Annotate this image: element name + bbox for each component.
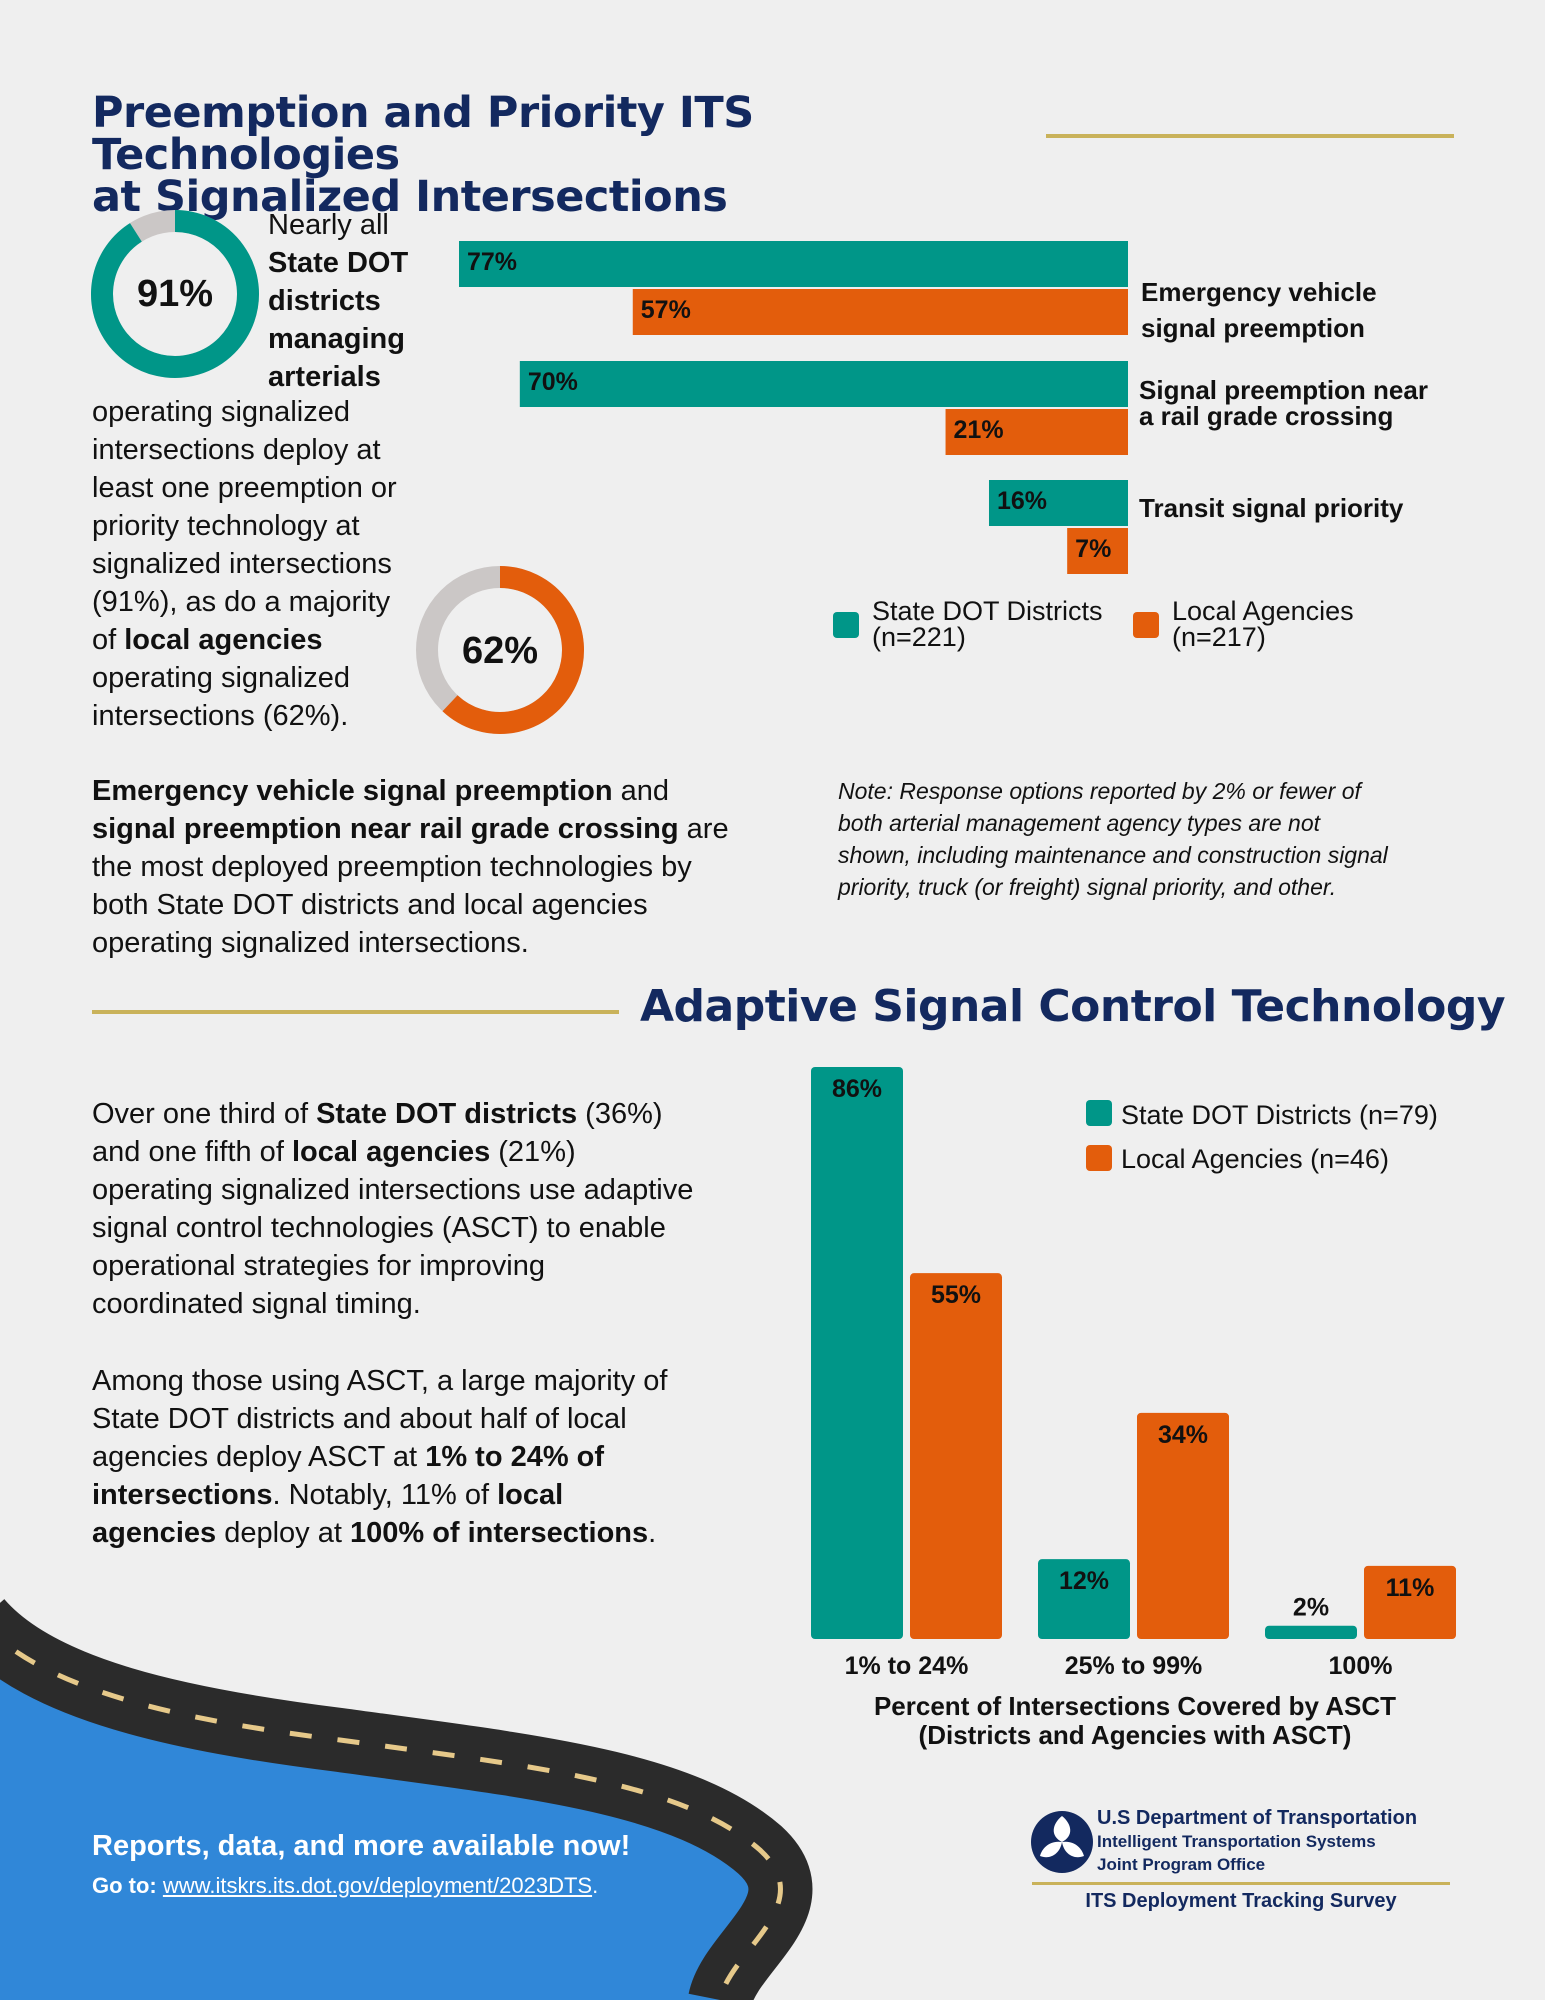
donut-state-label: 91% <box>137 273 213 315</box>
asct-xlabel: Percent of Intersections Covered by ASCT… <box>873 1691 1397 1750</box>
intro-paragraph: operating signalized intersections deplo… <box>92 396 397 732</box>
vbar-category-1: 25% to 99% <box>1065 1652 1203 1680</box>
its-jpo-line1: Intelligent Transportation Systems <box>1097 1832 1376 1851</box>
donut-state-dot: 91% <box>91 210 259 378</box>
footer-title: Reports, data, and more available now! <box>92 1830 631 1862</box>
vbar-label-2-1: 11% <box>1386 1574 1435 1602</box>
section2-rule <box>92 1010 619 1014</box>
vbar-1-1 <box>1137 1412 1229 1639</box>
donut-local-label: 62% <box>462 630 538 672</box>
legend-swatch-local <box>1133 612 1159 638</box>
hbar-2-1 <box>1067 528 1128 574</box>
hbar-label-1-0: 70% <box>528 368 578 396</box>
hbar-label-0-0: 77% <box>467 248 517 276</box>
summary-paragraph: Emergency vehicle signal preemption and … <box>92 775 729 959</box>
road-dashes <box>0 1636 783 2000</box>
legend-swatch-state <box>833 612 859 638</box>
legend-state-dot: State DOT Districts (n=221) <box>872 596 1103 652</box>
vbar-2-1 <box>1364 1565 1456 1639</box>
section1-title: Preemption and Priority ITS Technologies… <box>92 88 754 222</box>
logo-rule <box>1032 1882 1450 1885</box>
hbar-label-2-0: 16% <box>997 487 1047 515</box>
section2-title: Adaptive Signal Control Technology <box>640 981 1506 1032</box>
hbar-0-1 <box>632 289 1128 335</box>
hbar-1-1 <box>945 409 1128 455</box>
vbar-category-2: 100% <box>1329 1652 1393 1680</box>
chart-note: Note: Response options reported by 2% or… <box>838 778 1388 900</box>
its-jpo-line2: Joint Program Office <box>1097 1855 1266 1874</box>
hbar-label-2-1: 7% <box>1075 535 1111 563</box>
dot-name: U.S Department of Transportation <box>1097 1807 1418 1829</box>
hbar-1-0 <box>519 361 1128 407</box>
vbar-label-2-0: 2% <box>1293 1594 1329 1622</box>
vbar-label-1-1: 34% <box>1158 1421 1208 1449</box>
donut-state-arc <box>91 210 259 378</box>
vbar-category-0: 1% to 24% <box>845 1652 969 1680</box>
category-label-rail: Signal preemption near a rail grade cros… <box>1139 375 1428 431</box>
donut-local-agencies: 62% <box>416 566 584 734</box>
footer-link-line: Go to: www.itskrs.its.dot.gov/deployment… <box>92 1873 599 1898</box>
vbar-0-0 <box>811 1067 903 1639</box>
vbar-1-0 <box>1038 1559 1130 1639</box>
asct-paragraph-1: Over one third of State DOT districts (3… <box>92 1098 694 1320</box>
vbar-2-0 <box>1265 1625 1357 1639</box>
survey-name: ITS Deployment Tracking Survey <box>1085 1890 1397 1912</box>
category-label-transit: Transit signal priority <box>1139 493 1404 523</box>
hbar-label-0-1: 57% <box>641 296 691 324</box>
vbar-0-1 <box>910 1273 1002 1639</box>
hbar-label-1-1: 21% <box>954 416 1004 444</box>
legend2-state-dot: State DOT Districts (n=79) <box>1121 1100 1438 1130</box>
hbar-2-0 <box>988 480 1128 526</box>
road-illustration <box>0 1598 813 2000</box>
footer-url-link[interactable]: www.itskrs.its.dot.gov/deployment/2023DT… <box>162 1873 593 1898</box>
asct-bar-chart: 86% 12% 2% 55% 34% 11% 1% to 24% 25% to 99% 100% <box>811 1067 1456 1680</box>
intro-bold-block: Nearly all State DOT districts managing … <box>268 209 409 393</box>
legend-local-agencies: Local Agencies (n=217) <box>1172 596 1354 652</box>
vbar-label-0-0: 86% <box>832 1075 882 1103</box>
legend2-local-agencies: Local Agencies (n=46) <box>1121 1144 1389 1174</box>
preemption-bar-chart: 77% 70% 16% 57% 21% 7% <box>459 241 1128 574</box>
title-rule <box>1046 134 1454 138</box>
blue-footer-background <box>0 1670 782 2000</box>
vbar-label-1-0: 12% <box>1059 1567 1109 1595</box>
legend2-swatch-state <box>1086 1100 1112 1126</box>
category-label-emergency: Emergency vehicle signal preemption <box>1141 277 1377 343</box>
vbar-label-0-1: 55% <box>931 1281 981 1309</box>
dot-logo-icon <box>1031 1811 1093 1873</box>
hbar-0-0 <box>459 241 1128 287</box>
legend2-swatch-local <box>1086 1145 1112 1171</box>
donut-local-arc <box>442 566 584 734</box>
asct-paragraph-2: Among those using ASCT, a large majority… <box>92 1365 668 1549</box>
